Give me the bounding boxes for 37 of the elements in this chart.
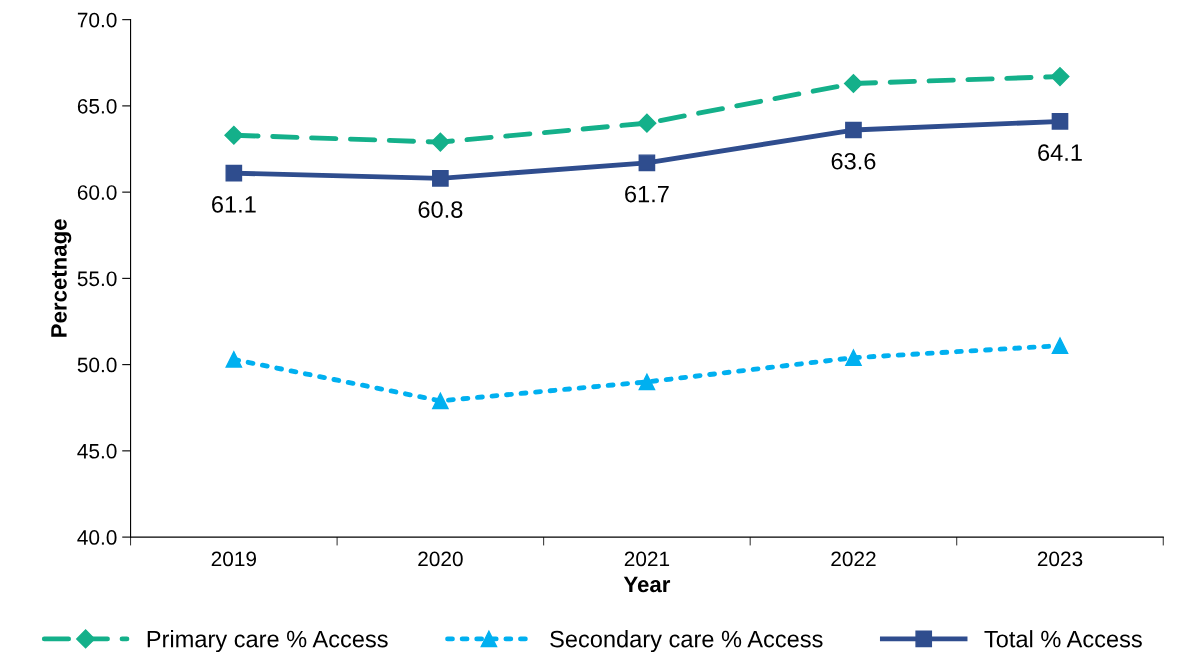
data-label: 61.7 [625, 185, 669, 203]
y-tick-label: 40.0 [77, 530, 117, 545]
y-tick-label: 55.0 [77, 271, 117, 287]
y-tick-label: 45.0 [77, 443, 117, 459]
y-tick-label: 50.0 [77, 357, 117, 373]
point [1051, 113, 1069, 130]
point [432, 170, 449, 187]
data-label: 61.1 [212, 196, 256, 213]
point [845, 349, 862, 367]
x-axis-title: Year [623, 576, 671, 593]
legend-label: Total % Access [984, 630, 1142, 648]
y-tick-label: 65.0 [77, 98, 117, 114]
x-tick-label: 2021 [624, 551, 670, 567]
x-tick-label: 2023 [1037, 551, 1083, 567]
y-axis-title: Percetnage [51, 219, 72, 337]
x-tick-label: 2019 [211, 551, 257, 567]
point [637, 113, 657, 133]
point [638, 154, 656, 172]
x-tick-label: 2022 [831, 551, 876, 567]
point [432, 392, 449, 410]
point [845, 121, 862, 139]
data-label: 60.8 [418, 201, 463, 218]
legend-label: Primary care % Access [147, 630, 388, 653]
data-label: 64.1 [1038, 144, 1082, 161]
y-tick-label: 60.0 [77, 185, 117, 200]
point [1050, 67, 1070, 87]
point [430, 132, 450, 152]
y-tick-label: 70.0 [77, 12, 117, 28]
point [1051, 337, 1069, 354]
point [843, 73, 863, 94]
point [225, 351, 243, 368]
x-tick-label: 2020 [418, 551, 463, 567]
data-label: 63.6 [831, 152, 876, 170]
point [224, 125, 244, 145]
point [225, 164, 243, 182]
point [638, 373, 656, 391]
legend-label: Secondary care % Access [550, 630, 823, 653]
